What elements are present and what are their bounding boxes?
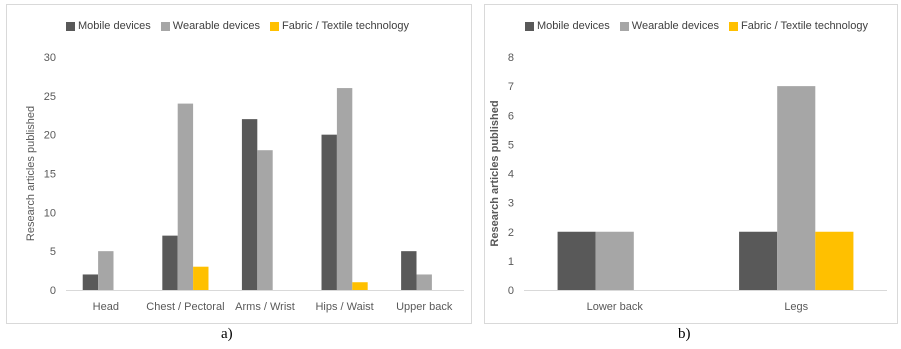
x-tick-label: Arms / Wrist bbox=[235, 301, 295, 313]
legend-label: Mobile devices bbox=[537, 20, 610, 32]
y-tick-label: 0 bbox=[508, 285, 514, 297]
bar-fabric bbox=[193, 266, 209, 290]
bar-wearable bbox=[416, 274, 432, 290]
y-tick-label: 5 bbox=[50, 246, 56, 258]
chart-panel-a: Mobile devices Wearable devices Fabric /… bbox=[6, 4, 472, 342]
bar-mobile bbox=[401, 251, 417, 290]
x-tick-label: Chest / Pectoral bbox=[146, 301, 224, 313]
y-tick-label: 30 bbox=[44, 52, 56, 64]
x-tick-label: Upper back bbox=[396, 301, 453, 313]
bar-mobile bbox=[82, 274, 99, 290]
y-tick-label: 5 bbox=[508, 139, 514, 151]
chart-frame bbox=[6, 4, 472, 324]
legend-swatch bbox=[160, 21, 170, 31]
bar-mobile bbox=[321, 134, 337, 290]
legend-item-wearable: Wearable devices bbox=[160, 20, 260, 32]
legend-item-mobile: Mobile devices bbox=[66, 20, 151, 32]
y-tick-label: 25 bbox=[44, 91, 56, 103]
legend-label: Mobile devices bbox=[78, 20, 151, 32]
y-tick-label: 15 bbox=[44, 169, 56, 181]
chart-plot-a: 0 5 10 15 20 25 30 Research articles published H… bbox=[6, 4, 472, 324]
y-tick-label: 4 bbox=[508, 169, 514, 181]
bar-mobile bbox=[739, 231, 778, 290]
bar-wearable bbox=[336, 88, 353, 290]
bar-wearable bbox=[595, 231, 634, 290]
panel-caption: b) bbox=[678, 326, 691, 342]
legend-swatch bbox=[525, 21, 534, 31]
panel-caption: a) bbox=[221, 326, 233, 342]
bar-mobile bbox=[162, 235, 178, 290]
y-tick-label: 20 bbox=[44, 130, 56, 142]
legend-item-mobile: Mobile devices bbox=[525, 20, 610, 32]
y-tick-label: 8 bbox=[508, 52, 514, 64]
y-tick-label: 2 bbox=[508, 227, 514, 239]
y-tick-label: 3 bbox=[508, 198, 514, 210]
x-tick-label: Legs bbox=[784, 301, 808, 313]
y-tick-label: 1 bbox=[508, 256, 514, 268]
x-tick-label: Hips / Waist bbox=[315, 301, 373, 313]
y-tick-label: 0 bbox=[50, 285, 56, 297]
y-tick-label: 10 bbox=[44, 207, 56, 219]
chart-panel-b: Mobile devices Wearable devices Fabric /… bbox=[480, 0, 901, 349]
legend: Mobile devices Wearable devices Fabric /… bbox=[66, 20, 419, 32]
legend-item-wearable: Wearable devices bbox=[619, 20, 719, 32]
legend-label: Wearable devices bbox=[631, 20, 719, 32]
legend-label: Fabric / Textile technology bbox=[741, 20, 868, 32]
legend-item-fabric: Fabric / Textile technology bbox=[270, 20, 409, 32]
chart-frame bbox=[484, 4, 898, 324]
x-tick-label: Lower back bbox=[587, 301, 644, 313]
legend: Mobile devices Wearable devices Fabric /… bbox=[525, 20, 878, 32]
chart-plot-b: 0 1 2 3 4 5 6 7 8 Research articles published Lowe… bbox=[484, 4, 898, 324]
legend-swatch bbox=[66, 21, 75, 31]
y-axis-label: Research articles published bbox=[489, 100, 501, 246]
y-tick-label: 7 bbox=[508, 81, 514, 93]
legend-label: Wearable devices bbox=[172, 20, 260, 32]
bar-wearable bbox=[257, 150, 273, 290]
legend-swatch bbox=[729, 21, 738, 31]
bar-wearable bbox=[177, 103, 194, 290]
legend-item-fabric: Fabric / Textile technology bbox=[729, 20, 868, 32]
legend-label: Fabric / Textile technology bbox=[282, 20, 409, 32]
legend-swatch bbox=[619, 21, 629, 31]
legend-swatch bbox=[270, 21, 279, 31]
bar-fabric bbox=[352, 282, 368, 290]
bar-wearable bbox=[98, 251, 114, 290]
bar-mobile bbox=[557, 231, 596, 290]
bar-mobile bbox=[241, 119, 258, 290]
y-tick-label: 6 bbox=[508, 110, 514, 122]
x-tick-label: Head bbox=[93, 301, 119, 313]
bar-wearable bbox=[777, 86, 816, 290]
y-axis-label: Research articles published bbox=[25, 106, 37, 241]
bar-fabric bbox=[815, 231, 854, 290]
